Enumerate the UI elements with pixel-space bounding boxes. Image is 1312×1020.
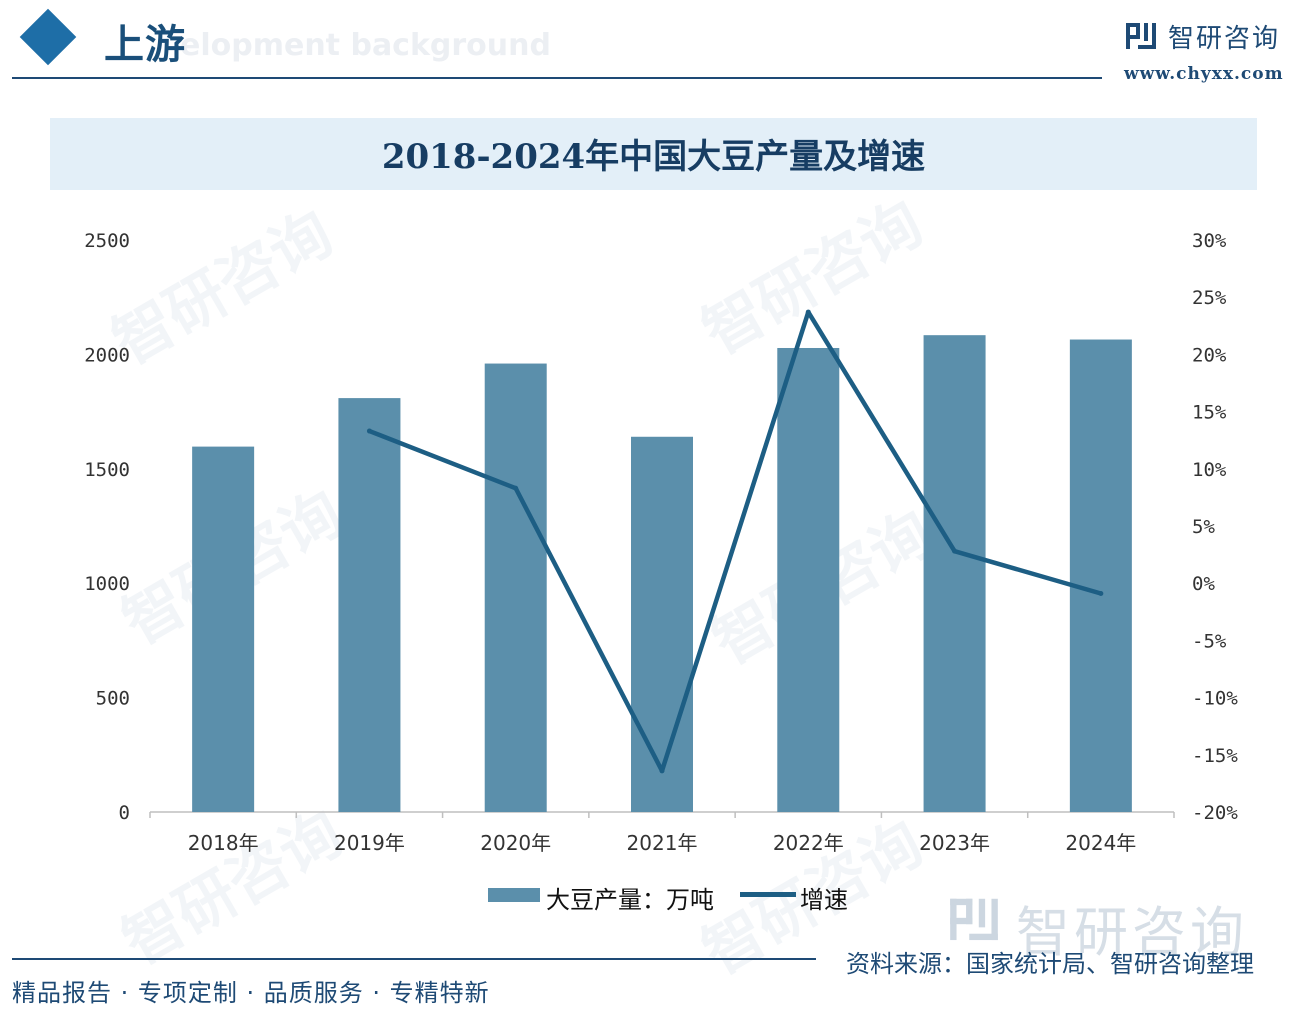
big-logo-icon bbox=[950, 898, 998, 941]
bar bbox=[338, 398, 401, 812]
y-right-tick-label: 15% bbox=[1192, 402, 1227, 424]
chart-title: 2018-2024年中国大豆产量及增速 bbox=[381, 137, 926, 177]
section-subtitle: elopment background bbox=[180, 28, 551, 63]
legend-bar-swatch bbox=[488, 888, 540, 902]
y-right-tick-label: 25% bbox=[1192, 287, 1227, 309]
y-right-tick-label: -10% bbox=[1192, 688, 1238, 710]
brand-logo-icon bbox=[1126, 23, 1156, 49]
x-tick-label: 2024年 bbox=[1065, 831, 1136, 855]
growth-point bbox=[1098, 590, 1104, 596]
footer-divider bbox=[12, 958, 816, 960]
x-tick-label: 2019年 bbox=[334, 831, 405, 855]
y-right-tick-label: 0% bbox=[1192, 573, 1215, 595]
y-right-tick-label: -5% bbox=[1192, 630, 1227, 652]
section-title: 上游 bbox=[104, 21, 186, 68]
bar bbox=[631, 436, 693, 812]
x-tick-label: 2018年 bbox=[188, 831, 259, 855]
legend-bar-label: 大豆产量：万吨 bbox=[546, 886, 714, 914]
y-left-tick-label: 1000 bbox=[84, 573, 130, 595]
bar bbox=[1069, 339, 1132, 812]
brand-url: www.chyxx.com bbox=[1124, 64, 1284, 84]
growth-point bbox=[513, 485, 519, 491]
legend-line-swatch bbox=[740, 892, 796, 897]
bar bbox=[923, 335, 986, 812]
growth-line bbox=[368, 309, 1102, 774]
bar bbox=[192, 446, 255, 812]
growth-point bbox=[366, 428, 372, 434]
y-left-tick-label: 1500 bbox=[84, 459, 130, 481]
x-tick-label: 2022年 bbox=[773, 831, 844, 855]
bar bbox=[777, 347, 840, 812]
y-right-tick-label: -20% bbox=[1192, 802, 1238, 824]
brand-name: 智研咨询 bbox=[1168, 24, 1281, 54]
y-right-tick-label: -15% bbox=[1192, 745, 1238, 767]
x-tick-label: 2020年 bbox=[480, 831, 551, 855]
y-right-tick-label: 10% bbox=[1192, 459, 1227, 481]
footer-slogan: 精品报告 · 专项定制 · 品质服务 · 专精特新 bbox=[12, 979, 490, 1007]
y-right-tick-label: 5% bbox=[1192, 516, 1215, 538]
y-left-tick-label: 0 bbox=[119, 802, 130, 824]
source-note: 资料来源：国家统计局、智研咨询整理 bbox=[846, 950, 1254, 978]
header-divider bbox=[12, 77, 1102, 79]
x-tick-label: 2023年 bbox=[919, 831, 990, 855]
big-brand-watermark: 智研咨询 bbox=[1016, 901, 1248, 964]
bar bbox=[484, 363, 547, 812]
y-right-tick-label: 30% bbox=[1192, 230, 1227, 252]
growth-point bbox=[805, 309, 811, 315]
y-left-tick-label: 2500 bbox=[84, 230, 130, 252]
title-banner: 2018-2024年中国大豆产量及增速 bbox=[50, 118, 1257, 190]
y-left-tick-label: 500 bbox=[96, 688, 130, 710]
legend-line-label: 增速 bbox=[800, 886, 848, 914]
growth-point bbox=[952, 548, 958, 554]
y-right-tick-label: 20% bbox=[1192, 344, 1227, 366]
growth-point bbox=[659, 768, 665, 774]
x-tick-label: 2021年 bbox=[627, 831, 698, 855]
y-left-tick-label: 2000 bbox=[84, 344, 130, 366]
